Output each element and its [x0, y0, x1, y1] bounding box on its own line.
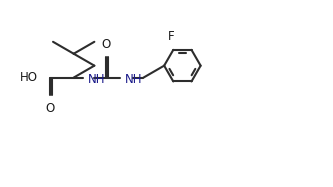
Text: O: O [45, 102, 55, 115]
Text: NH: NH [125, 73, 143, 86]
Text: O: O [102, 38, 111, 51]
Text: F: F [168, 30, 175, 43]
Text: HO: HO [20, 71, 38, 84]
Text: NH: NH [88, 73, 105, 86]
